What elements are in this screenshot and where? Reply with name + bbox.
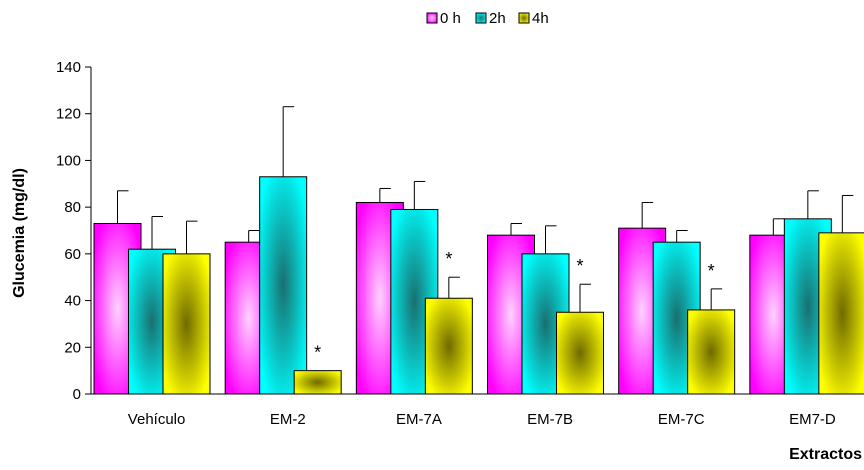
significance-marker: * (445, 249, 452, 269)
bar (818, 232, 864, 395)
x-tick-label: EM-7B (527, 411, 573, 428)
significance-marker: * (708, 261, 715, 281)
legend-swatch (426, 12, 438, 24)
y-tick-label: 40 (64, 293, 81, 310)
x-tick-label: EM-2 (270, 411, 306, 428)
bar (162, 253, 211, 395)
legend-label: 2h (489, 10, 506, 27)
plot-area: * * * * (93, 106, 864, 395)
significance-marker: * (576, 256, 583, 276)
y-tick-label: 80 (64, 199, 81, 216)
y-tick-label: 20 (64, 339, 81, 356)
bar (424, 297, 473, 395)
y-axis-title: Glucemia (mg/dl) (11, 168, 28, 298)
bar (293, 370, 342, 395)
legend-swatch (475, 12, 487, 24)
y-tick-label: 120 (56, 106, 81, 123)
x-axis: Vehículo EM-2 EM-7A EM-7B EM-7C EM7-D (91, 393, 864, 428)
legend-swatch (518, 12, 530, 24)
y-tick-label: 60 (64, 246, 81, 263)
legend-label: 0 h (440, 10, 461, 27)
y-axis: 0 20 40 60 80 100 120 140 (56, 59, 92, 403)
x-tick-label: Vehículo (128, 411, 186, 428)
bar (259, 176, 308, 395)
legend: 0 h 2h 4h (426, 10, 549, 27)
legend-label: 4h (532, 10, 549, 27)
x-tick-label: EM7-D (789, 411, 836, 428)
bar (687, 309, 736, 395)
x-axis-title: Extractos (789, 446, 862, 463)
y-tick-label: 140 (56, 59, 81, 76)
y-tick-label: 0 (73, 386, 81, 403)
significance-marker: * (314, 343, 321, 363)
x-tick-label: EM-7A (396, 411, 442, 428)
y-tick-label: 100 (56, 152, 81, 169)
bar (556, 311, 604, 395)
x-tick-label: EM-7C (658, 411, 705, 428)
